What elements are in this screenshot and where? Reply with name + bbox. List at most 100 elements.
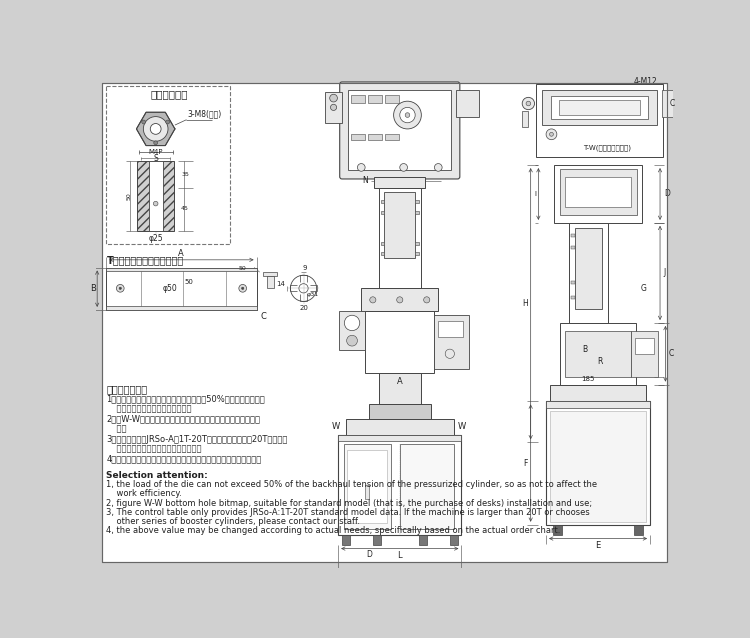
Text: 选型注意事项：: 选型注意事项： (106, 385, 148, 394)
Text: 20: 20 (299, 305, 308, 311)
Text: I: I (534, 191, 536, 197)
Bar (365, 485, 369, 498)
Bar (368, 135, 382, 140)
Bar (550, 411, 646, 523)
Text: T型槽底板（工作台面详图）: T型槽底板（工作台面详图） (106, 255, 184, 265)
Text: φ25: φ25 (148, 234, 163, 242)
Text: 2、图W-W底部孔位图，适用于标配机型（即未选购桌子）安装使: 2、图W-W底部孔位图，适用于标配机型（即未选购桌子）安装使 (106, 415, 260, 424)
Bar (572, 234, 574, 237)
Text: 率；此点要求适用我司所有机台。: 率；此点要求适用我司所有机台。 (106, 404, 192, 413)
Bar (365, 311, 434, 373)
Circle shape (331, 104, 337, 110)
Text: 1、模具上模负载不能超过增压缸回程拉力的50%，以免影响工作效: 1、模具上模负载不能超过增压缸回程拉力的50%，以免影响工作效 (106, 394, 266, 404)
Bar (362, 288, 438, 311)
Bar (369, 404, 430, 419)
Bar (266, 276, 274, 288)
Circle shape (142, 120, 146, 124)
Text: A: A (178, 249, 184, 258)
Text: L: L (398, 551, 402, 560)
Bar (522, 111, 528, 126)
Circle shape (150, 124, 161, 135)
Text: 系列增压缸的机台请与我司人员联系；: 系列增压缸的机台请与我司人员联系； (106, 445, 202, 454)
Text: 2, figure W-W bottom hole bitmap, suitable for standard model (that is, the purc: 2, figure W-W bottom hole bitmap, suitab… (106, 498, 592, 507)
Text: D: D (664, 189, 670, 198)
Bar (384, 192, 416, 258)
Bar (434, 315, 469, 369)
Text: 35: 35 (181, 172, 189, 177)
Bar (386, 95, 399, 103)
Bar (572, 281, 574, 284)
Bar (148, 161, 163, 230)
Bar (416, 211, 419, 214)
Bar (380, 200, 385, 203)
Bar (106, 306, 256, 310)
Text: 45: 45 (181, 207, 189, 212)
Bar (380, 242, 385, 245)
Bar (346, 419, 454, 434)
Circle shape (143, 117, 168, 141)
Circle shape (153, 202, 158, 206)
Text: T-W(底部安装孔详图): T-W(底部安装孔详图) (583, 145, 631, 151)
Text: W: W (332, 422, 340, 431)
Bar (551, 96, 648, 119)
Text: M4P: M4P (148, 149, 163, 155)
Text: H: H (522, 299, 527, 308)
Bar (631, 330, 658, 377)
Circle shape (166, 120, 170, 124)
Bar (351, 135, 365, 140)
Circle shape (116, 285, 124, 292)
Circle shape (330, 94, 338, 102)
Bar (263, 272, 278, 276)
Bar (560, 323, 636, 385)
Bar (634, 338, 654, 353)
Text: A: A (397, 377, 403, 386)
Circle shape (119, 287, 122, 290)
Bar (374, 177, 425, 188)
Circle shape (424, 297, 430, 303)
Bar (662, 91, 679, 117)
Bar (569, 223, 608, 323)
Bar (347, 450, 388, 523)
Circle shape (397, 297, 403, 303)
Text: D: D (366, 550, 372, 559)
Bar (572, 296, 574, 299)
Text: 1, the load of the die can not exceed 50% of the backhaul tension of the pressur: 1, the load of the die can not exceed 50… (106, 480, 598, 489)
Bar (137, 161, 174, 230)
Bar (380, 211, 385, 214)
Bar (106, 267, 256, 310)
Circle shape (344, 315, 360, 330)
Bar (339, 311, 365, 350)
Text: 上模模头详图: 上模模头详图 (150, 89, 188, 99)
Bar (338, 434, 461, 535)
Bar (456, 91, 479, 117)
Text: 14: 14 (276, 281, 285, 286)
Text: C: C (260, 312, 266, 321)
Text: N: N (362, 176, 368, 185)
Bar (553, 524, 562, 535)
Text: 用；: 用； (106, 425, 127, 434)
Text: 4, the above value may be changed according to actual needs, specifically based : 4, the above value may be changed accord… (106, 526, 561, 535)
Circle shape (242, 287, 244, 290)
Bar (419, 535, 427, 545)
Bar (560, 169, 637, 215)
Text: 50: 50 (238, 266, 247, 271)
Text: other series of booster cylinders, please contact our staff.: other series of booster cylinders, pleas… (106, 517, 361, 526)
Text: C: C (670, 99, 675, 108)
Text: work efficiency.: work efficiency. (106, 489, 182, 498)
Circle shape (434, 163, 442, 171)
Bar (373, 535, 380, 545)
Bar (572, 246, 574, 249)
Circle shape (154, 141, 158, 145)
Text: S: S (153, 154, 158, 163)
Bar (560, 100, 640, 115)
Bar (325, 92, 342, 122)
Text: R: R (597, 357, 603, 366)
Text: E: E (595, 541, 600, 550)
Bar (379, 188, 421, 288)
Bar (634, 524, 643, 535)
Text: φ50: φ50 (162, 284, 177, 293)
Bar (566, 330, 631, 377)
Bar (546, 401, 650, 408)
Text: 50: 50 (127, 192, 131, 200)
Polygon shape (136, 112, 175, 145)
